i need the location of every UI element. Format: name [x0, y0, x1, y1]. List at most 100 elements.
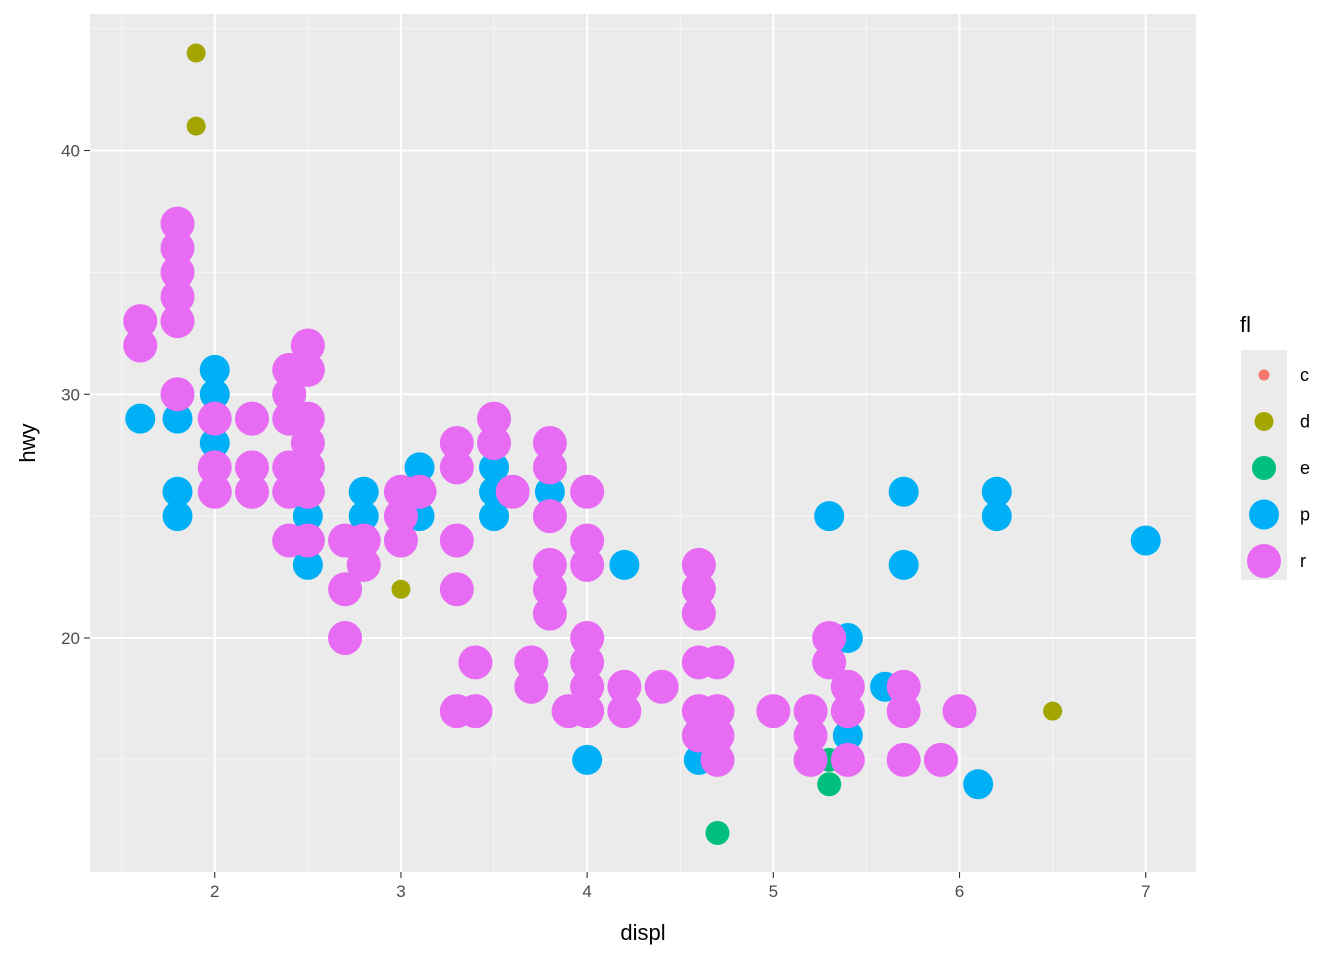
legend-label-c: c	[1300, 365, 1309, 385]
data-point-r	[570, 621, 605, 655]
data-point-r	[477, 401, 512, 436]
y-tick-label: 40	[61, 142, 80, 161]
data-point-p	[572, 744, 603, 775]
data-point-r	[290, 426, 325, 460]
data-point-r	[700, 718, 735, 753]
data-point-p	[292, 501, 323, 532]
y-axis-title: hwy	[15, 423, 40, 462]
data-point-p	[832, 720, 863, 751]
legend-key-d	[1254, 412, 1274, 431]
legend-key-r	[1247, 544, 1281, 578]
x-tick-label: 4	[582, 882, 591, 901]
data-point-p	[162, 403, 193, 434]
data-point-r	[160, 304, 195, 339]
legend-key-c	[1258, 369, 1270, 381]
data-point-r	[477, 426, 512, 460]
legend-label-r: r	[1300, 551, 1306, 571]
data-point-r	[458, 694, 493, 729]
data-point-p	[479, 452, 510, 483]
legend-label-d: d	[1300, 412, 1310, 432]
data-point-d	[1043, 701, 1063, 721]
data-point-r	[290, 401, 325, 436]
data-point-r	[886, 742, 921, 777]
x-axis-ticks: 2 3 4 5 6 7	[210, 872, 1150, 901]
major-gridlines	[90, 14, 1196, 872]
data-point-r	[830, 669, 865, 704]
legend-label-p: p	[1300, 505, 1310, 525]
data-point-r	[532, 499, 567, 534]
data-point-p	[981, 476, 1012, 507]
data-point-r	[681, 596, 716, 631]
data-point-r	[570, 474, 605, 509]
x-tick-label: 2	[210, 882, 219, 901]
data-point-r	[700, 742, 735, 777]
data-point-r	[123, 304, 158, 339]
data-point-r	[439, 450, 474, 485]
x-tick-label: 7	[1141, 882, 1150, 901]
data-point-r	[160, 231, 195, 265]
data-point-r	[886, 694, 921, 729]
data-point-r	[830, 742, 865, 777]
data-point-p	[199, 379, 230, 410]
data-point-r	[234, 401, 269, 436]
x-tick-label: 3	[396, 882, 405, 901]
data-point-r	[234, 474, 269, 509]
data-point-p	[162, 501, 193, 532]
data-point-d	[391, 579, 411, 599]
data-point-r	[681, 572, 716, 607]
data-point-r	[495, 474, 530, 509]
data-point-p	[534, 476, 565, 507]
data-point-r	[290, 328, 325, 363]
y-axis-ticks: 20 30 40	[61, 142, 90, 648]
data-point-p	[199, 354, 230, 385]
data-point-r	[290, 523, 325, 558]
data-point-r	[570, 669, 605, 704]
data-point-r	[830, 694, 865, 729]
data-point-r	[570, 694, 605, 729]
data-point-p	[348, 501, 379, 532]
data-point-r	[532, 596, 567, 631]
data-point-r	[439, 572, 474, 607]
x-tick-label: 5	[769, 882, 778, 901]
data-point-r	[383, 523, 418, 558]
data-point-e	[817, 772, 842, 797]
plot-panel	[90, 14, 1196, 872]
data-point-r	[290, 474, 325, 509]
data-point-p	[888, 476, 919, 507]
data-point-r	[681, 547, 716, 582]
data-point-r	[439, 523, 474, 558]
data-point-r	[923, 742, 958, 777]
data-point-p	[199, 428, 230, 458]
data-point-r	[402, 474, 437, 509]
data-point-p	[348, 476, 379, 507]
data-point-r	[383, 499, 418, 534]
data-point-r	[812, 645, 847, 680]
data-point-r	[328, 621, 363, 655]
data-point-d	[186, 43, 206, 63]
data-point-r	[160, 279, 195, 314]
data-point-p	[888, 549, 919, 580]
data-point-p	[125, 403, 156, 434]
data-point-r	[570, 547, 605, 582]
data-point-r	[756, 694, 791, 729]
data-point-p	[1130, 525, 1161, 556]
data-point-r	[793, 742, 828, 777]
data-point-r	[328, 572, 363, 607]
data-point-r	[570, 645, 605, 680]
data-point-r	[532, 572, 567, 607]
data-point-r	[812, 621, 847, 655]
data-point-r	[346, 547, 381, 582]
data-point-d	[186, 116, 206, 136]
data-point-p	[479, 501, 510, 532]
data-point-r	[532, 547, 567, 582]
x-axis-title: displ	[620, 920, 665, 945]
data-point-r	[514, 669, 549, 704]
data-point-r	[197, 474, 232, 509]
minor-gridlines	[90, 14, 1196, 872]
data-point-r	[514, 645, 549, 680]
data-point-p	[609, 549, 640, 580]
data-point-r	[197, 401, 232, 436]
data-point-r	[160, 255, 195, 290]
y-tick-label: 20	[61, 629, 80, 648]
